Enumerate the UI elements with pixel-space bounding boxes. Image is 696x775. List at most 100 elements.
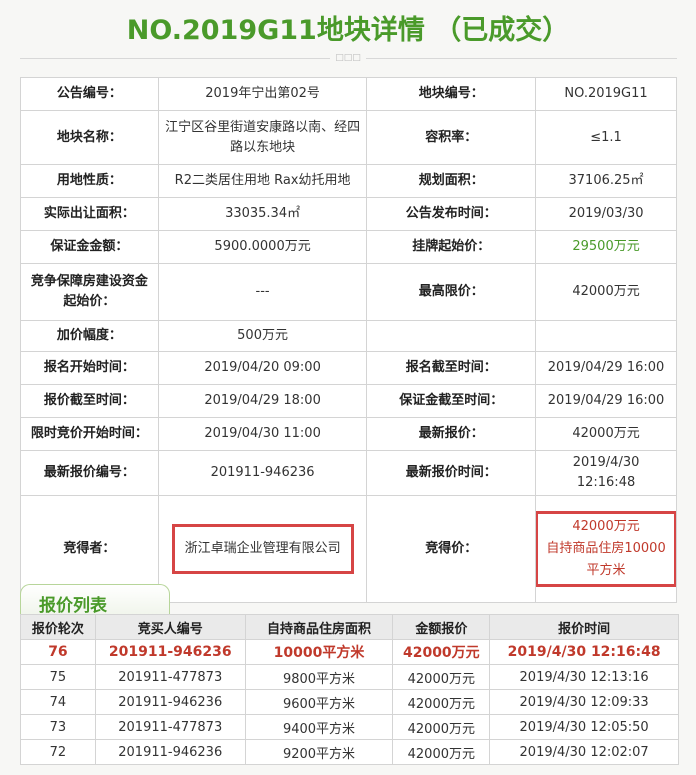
winner-value: 浙江卓瑞企业管理有限公司	[171, 524, 354, 574]
field-label: 报名开始时间：	[20, 351, 159, 385]
field-value: 5900.0000万元	[157, 230, 368, 264]
info-row: 地块名称： 江宁区谷里街道安康路以南、经四路以东地块 容积率： ≤1.1	[20, 110, 677, 165]
bid-cell: 42000万元	[392, 664, 491, 690]
bid-cell: 9400平方米	[244, 714, 394, 740]
bid-cell: 2019/4/30 12:13:16	[489, 664, 679, 690]
field-value: 500万元	[157, 320, 368, 352]
tab-bid-list-label: 报价列表	[39, 596, 107, 616]
info-row: 加价幅度： 500万元	[20, 320, 677, 352]
bid-cell: 75	[20, 664, 96, 690]
parcel-info-table: 公告编号： 2019年宁出第02号 地块编号： NO.2019G11 地块名称： 江宁区谷…	[20, 77, 677, 603]
column-header: 金额报价	[392, 614, 491, 640]
field-label: 用地性质：	[20, 164, 159, 198]
bid-row: 76 201911-946236 10000平方米 42000万元 2019/4/30 …	[20, 639, 679, 665]
field-label: 最新报价：	[366, 417, 537, 451]
field-value: 2019/4/30 12:16:48	[535, 450, 677, 496]
bid-cell: 9200平方米	[244, 739, 394, 765]
column-header: 报价轮次	[20, 614, 96, 640]
divider-mark: □□□	[330, 53, 366, 63]
bid-cell: 201911-946236	[94, 739, 246, 765]
bid-cell: 2019/4/30 12:09:33	[489, 689, 679, 715]
field-value: 42000万元	[535, 417, 677, 451]
bid-cell: 72	[20, 739, 96, 765]
info-row: 报价截至时间： 2019/04/29 18:00 保证金截至时间： 2019/04/2…	[20, 384, 677, 418]
field-label: 地块编号：	[366, 77, 537, 111]
field-label: 地块名称：	[20, 110, 159, 165]
field-label: 限时竞价开始时间：	[20, 417, 159, 451]
bid-cell: 2019/4/30 12:16:48	[489, 639, 679, 665]
info-row: 实际出让面积： 33035.34㎡ 公告发布时间： 2019/03/30	[20, 197, 677, 231]
bid-row: 73 201911-477873 9400平方米 42000万元 2019/4/30 1…	[20, 714, 679, 740]
field-value: 2019/03/30	[535, 197, 677, 231]
bid-row: 74 201911-946236 9600平方米 42000万元 2019/4/30 1…	[20, 689, 679, 715]
bid-cell: 10000平方米	[244, 639, 394, 665]
field-label: 最新报价时间：	[366, 450, 537, 496]
info-row: 最新报价编号： 201911-946236 最新报价时间： 2019/4/30 12:…	[20, 450, 677, 496]
field-value: ≤1.1	[535, 110, 677, 165]
field-value: 2019年宁出第02号	[157, 77, 368, 111]
field-value: 2019/04/20 09:00	[157, 351, 368, 385]
field-label: 公告编号：	[20, 77, 159, 111]
bid-cell: 2019/4/30 12:02:07	[489, 739, 679, 765]
field-label: 保证金截至时间：	[366, 384, 537, 418]
field-label: 规划面积：	[366, 164, 537, 198]
bid-cell: 42000万元	[392, 689, 491, 715]
info-row: 用地性质： R2二类居住用地 Rax幼托用地 规划面积： 37106.25㎡	[20, 164, 677, 198]
field-value: 42000万元	[535, 263, 677, 321]
field-value: 2019/04/29 18:00	[157, 384, 368, 418]
winning-price-label: 竞得价：	[366, 495, 537, 603]
bid-cell: 74	[20, 689, 96, 715]
field-label: 竞争保障房建设资金起始价：	[20, 263, 159, 321]
field-label: 保证金金额：	[20, 230, 159, 264]
field-label: 最新报价编号：	[20, 450, 159, 496]
field-label: 实际出让面积：	[20, 197, 159, 231]
field-value: 29500万元	[535, 230, 677, 264]
bid-cell: 9600平方米	[244, 689, 394, 715]
bid-cell: 42000万元	[392, 739, 491, 765]
field-value: 37106.25㎡	[535, 164, 677, 198]
bid-cell: 42000万元	[392, 639, 491, 665]
field-label: 报名截至时间：	[366, 351, 537, 385]
winning-price: 42000万元	[572, 519, 640, 534]
winning-price-note: 自持商品住房10000平方米	[546, 541, 666, 578]
field-value: 33035.34㎡	[157, 197, 368, 231]
field-label: 挂牌起始价：	[366, 230, 537, 264]
field-label	[366, 320, 537, 352]
bid-cell: 201911-946236	[94, 689, 246, 715]
field-value: 江宁区谷里街道安康路以南、经四路以东地块	[157, 110, 368, 165]
field-value: ---	[157, 263, 368, 321]
bid-row: 72 201911-946236 9200平方米 42000万元 2019/4/30 1…	[20, 739, 679, 765]
bid-cell: 73	[20, 714, 96, 740]
field-value: 201911-946236	[157, 450, 368, 496]
bid-cell: 201911-477873	[94, 714, 246, 740]
field-label: 容积率：	[366, 110, 537, 165]
info-row: 限时竞价开始时间： 2019/04/30 11:00 最新报价： 42000万元	[20, 417, 677, 451]
bid-row: 75 201911-477873 9800平方米 42000万元 2019/4/30 1…	[20, 664, 679, 690]
bid-list-table: 报价轮次 竞买人编号 自持商品住房面积 金额报价 报价时间 76 201911-94623…	[20, 614, 679, 765]
field-value: NO.2019G11	[535, 77, 677, 111]
bid-cell: 42000万元	[392, 714, 491, 740]
field-label: 加价幅度：	[20, 320, 159, 352]
bid-cell: 201911-477873	[94, 664, 246, 690]
field-label: 最高限价：	[366, 263, 537, 321]
bid-cell: 201911-946236	[94, 639, 246, 665]
field-value: 2019/04/29 16:00	[535, 384, 677, 418]
info-row: 保证金金额： 5900.0000万元 挂牌起始价： 29500万元	[20, 230, 677, 264]
info-row: 竞争保障房建设资金起始价： --- 最高限价： 42000万元	[20, 263, 677, 321]
info-row: 公告编号： 2019年宁出第02号 地块编号： NO.2019G11	[20, 77, 677, 111]
field-value: 2019/04/29 16:00	[535, 351, 677, 385]
winning-price-box: 42000万元自持商品住房10000平方米	[535, 511, 677, 587]
field-label: 公告发布时间：	[366, 197, 537, 231]
field-label: 报价截至时间：	[20, 384, 159, 418]
page-title: NO.2019G11地块详情 （已成交）	[126, 15, 570, 46]
bid-cell: 76	[20, 639, 96, 665]
column-header: 自持商品住房面积	[244, 614, 394, 640]
field-value	[535, 320, 677, 352]
bid-cell: 2019/4/30 12:05:50	[489, 714, 679, 740]
column-header: 报价时间	[489, 614, 679, 640]
column-header: 竞买人编号	[94, 614, 246, 640]
field-value: 2019/04/30 11:00	[157, 417, 368, 451]
bid-cell: 9800平方米	[244, 664, 394, 690]
field-value: R2二类居住用地 Rax幼托用地	[157, 164, 368, 198]
info-row: 报名开始时间： 2019/04/20 09:00 报名截至时间： 2019/04/29…	[20, 351, 677, 385]
